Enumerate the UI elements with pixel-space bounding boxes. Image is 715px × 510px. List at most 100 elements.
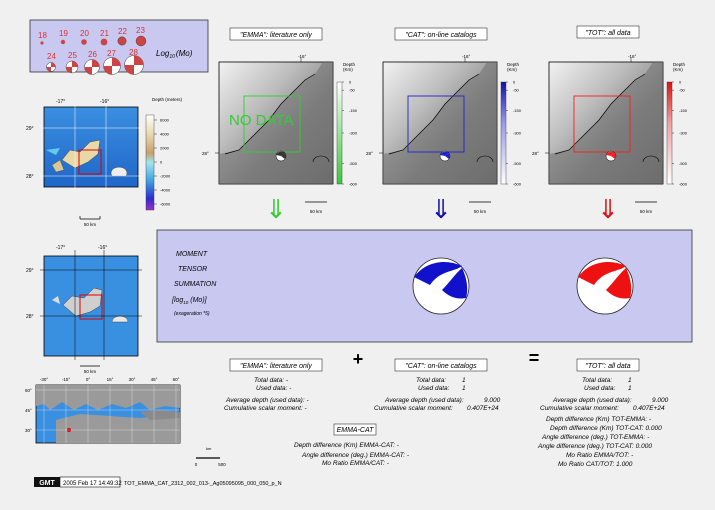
moment-line1: MOMENT	[176, 251, 208, 258]
magnitude-legend: 18 19 20 21 22 23 24 25 26 27 28 Log10(M…	[38, 26, 193, 75]
mag-beachball-27	[103, 57, 121, 75]
world-lon-label: -15°	[62, 377, 71, 382]
lon-label: -16°	[628, 54, 637, 59]
area-box	[243, 95, 301, 153]
relief-dark-ridge	[383, 62, 497, 184]
moment-line5: (exageration *5)	[174, 311, 210, 317]
world-lon-label: 0°	[86, 377, 91, 382]
depth-tick-label: -50	[513, 88, 520, 93]
beachball-cat-large	[412, 257, 470, 315]
moment-line2: TENSOR	[178, 266, 207, 273]
tot-difference-line: Angle difference (deg.) TOT-CAT: 0.000	[537, 443, 652, 450]
log-mo-label: Log10(Mo)	[156, 49, 193, 60]
coastline-east-island	[476, 155, 494, 163]
world-lon-label: 60°	[173, 377, 180, 382]
tot-used-value: 1	[628, 385, 632, 392]
topo-tick-label: -6000	[160, 202, 171, 207]
depth-colorbar	[666, 81, 673, 185]
world-map-europe	[36, 385, 180, 410]
depth-tick-label: 0	[679, 80, 682, 85]
event-beachball	[275, 150, 287, 162]
depth-tick-label: -150	[513, 108, 522, 113]
mag-ball-19	[60, 39, 66, 45]
world-lat-label: 45°	[25, 408, 32, 413]
world-lon-label: 45°	[151, 377, 158, 382]
panel-title-box-tot	[576, 25, 640, 39]
topo-tick-label: 4000	[160, 132, 170, 137]
small-map-area-box	[79, 294, 103, 320]
emma-avg-depth: Average depth (used data): -	[225, 397, 309, 404]
panel-titles: "EMMA": literature only "CAT": on-line c…	[229, 25, 640, 41]
cat-total-label: Total data:	[416, 377, 446, 384]
stats-title-emma: "EMMA": literature only	[240, 363, 312, 370]
depth-tick-label: -500	[679, 161, 688, 166]
depth-tick-label: -50	[349, 88, 356, 93]
mag-label-25: 25	[68, 51, 77, 60]
world-lon-label: 30°	[129, 377, 136, 382]
cat-avg-value: 9.000	[484, 397, 501, 404]
tot-cum-label: Cumulative scalar moment:	[540, 405, 619, 412]
gmt-logo	[34, 477, 60, 487]
topo-lat28-label: 28°	[26, 174, 34, 180]
coastline	[224, 73, 316, 155]
lat-label: 28°	[532, 151, 539, 156]
small-map-island-3	[52, 296, 60, 304]
cat-used-value: 1	[462, 385, 466, 392]
topo-tick-label: -2000	[160, 174, 171, 179]
emma-total: Total data: -	[254, 377, 289, 384]
mag-beachball-26	[84, 59, 100, 75]
cat-total-value: 1	[462, 377, 466, 384]
depth-colorbar	[336, 81, 343, 185]
topo-colorbar-ticks: 6000 4000 2000 0 -2000 -4000 -6000	[154, 118, 171, 207]
emma-cum-moment: Cumulative scalar moment: -	[224, 405, 308, 412]
area-box	[573, 95, 631, 153]
coastline	[388, 73, 480, 155]
panel-title-emma: "EMMA": literature only	[240, 32, 312, 39]
regional-map-emma: -16° 28° 50 km Depth (Km) 0 -50 -150 -300 -500 -60…	[202, 54, 358, 214]
small-map-lon17-label: -17°	[56, 245, 65, 251]
stats-title-box-tot	[576, 358, 640, 372]
scale-label: 50 km	[640, 209, 653, 214]
mag-beachball-24	[46, 62, 56, 72]
cat-cum-label: Cumulative scalar moment:	[374, 405, 453, 412]
world-map-middle-east	[140, 410, 180, 420]
lat-label: 28°	[366, 151, 373, 156]
moment-tensor-caption: MOMENT TENSOR SUMMATION [log10 (Mo)] (ex…	[171, 251, 217, 317]
regional-map-cat: -16° 28° 50 km Depth (Km) 0 -50 -150 -300 -500 -60…	[366, 54, 522, 214]
mag-ball-18	[40, 41, 44, 45]
mag-label-21: 21	[100, 29, 109, 38]
tot-difference-line: Mo Ratio CAT/TOT: 1.000	[558, 461, 633, 468]
plus-sign: +	[353, 349, 364, 369]
small-map-scale-label: 50 km	[84, 369, 97, 374]
topo-map: -17° -16° 29° 28° 50 km Depth (meters) 6…	[26, 97, 183, 227]
topo-scale-label: 50 km	[84, 222, 97, 227]
world-lon-label: 15°	[107, 377, 114, 382]
depth-colorbar	[500, 81, 507, 185]
lat-label: 28°	[202, 151, 209, 156]
cat-cum-value: 0.407E+24	[467, 405, 499, 412]
depth-tick-label: -150	[349, 108, 358, 113]
depth-tick-label: -50	[679, 88, 686, 93]
tot-avg-label: Average depth (used data):	[552, 397, 632, 404]
depth-tick-label: 0	[513, 80, 516, 85]
coastline-east-island	[312, 155, 330, 163]
emma-cat-title: EMMA-CAT	[337, 427, 375, 434]
depth-tick-label: -600	[349, 182, 358, 187]
tot-cum-value: 0.407E+24	[633, 405, 665, 412]
mag-beachball-28	[124, 55, 144, 75]
tot-difference-line: Depth difference (Km) TOT-EMMA: -	[546, 416, 652, 423]
stats-area: "EMMA": literature only + "CAT": on-line…	[224, 348, 669, 468]
gmt-logo-text: GMT	[39, 480, 55, 487]
emma-cat-angle: Angle difference (deg.) EMMA-CAT: -	[301, 452, 410, 459]
small-map-lon16-label: -16°	[98, 245, 107, 251]
topo-colorbar	[145, 114, 155, 211]
tot-difference-line: Depth difference (Km) TOT-CAT: 0.000	[550, 425, 662, 432]
topo-area-box	[78, 149, 102, 175]
stats-title-box-emma	[229, 358, 323, 372]
world-map-grid: -30° -15° 0° 15° 30° 45° 60° 60° 45° 30°	[25, 377, 180, 443]
depth-tick-label: -500	[349, 161, 358, 166]
topo-tick-label: 2000	[160, 146, 170, 151]
world-map-africa	[56, 414, 180, 443]
event-beachball	[439, 150, 451, 162]
